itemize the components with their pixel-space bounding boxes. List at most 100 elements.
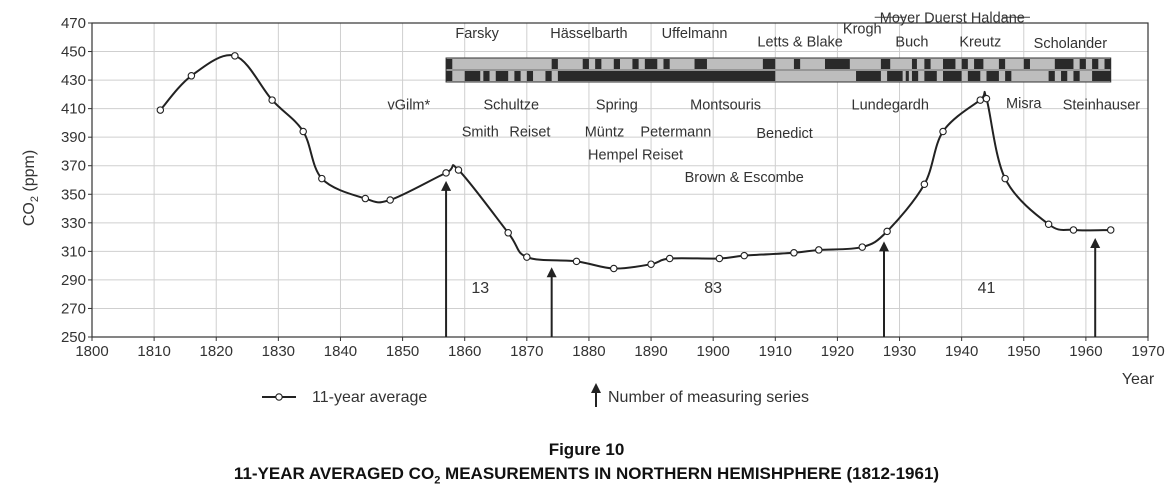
y-tick-label: 290 <box>61 272 86 289</box>
timeline-block-lower <box>446 71 453 81</box>
timeline-block-lower <box>887 71 903 81</box>
timeline-block-upper <box>446 59 453 69</box>
y-tick-label: 430 <box>61 72 86 89</box>
data-point <box>572 257 581 266</box>
data-point <box>740 251 748 260</box>
timeline-block-upper <box>595 59 602 69</box>
data-point <box>665 254 674 263</box>
researcher-label: Letts & Blake <box>757 35 842 51</box>
x-tick-label: 1830 <box>262 343 295 360</box>
data-point <box>982 94 991 103</box>
timeline-block-upper <box>663 59 670 69</box>
data-point <box>1044 220 1053 228</box>
timeline-block-lower <box>911 71 919 81</box>
timeline-block-lower <box>545 71 552 81</box>
data-point <box>318 174 326 183</box>
researcher-label: Lundegardh <box>852 97 929 113</box>
chart-grid <box>91 22 1149 338</box>
segment-count-label: 41 <box>978 280 996 297</box>
x-tick-label: 1810 <box>137 343 170 360</box>
measuring-series-arrow <box>1090 237 1101 337</box>
x-axis-label: Year <box>1122 371 1155 388</box>
measuring-series-arrow <box>546 267 557 337</box>
x-tick-label: 1870 <box>510 343 543 360</box>
legend: 11-year average Number of measuring seri… <box>262 383 809 407</box>
x-tick-label: 1950 <box>1007 343 1040 360</box>
researcher-label: Misra <box>1006 96 1042 112</box>
y-tick-label: 350 <box>61 186 86 203</box>
axis-ticks: 250 270 290 310 330 350 370 390 410 430 450 470 1800… <box>61 15 1165 360</box>
timeline-block-lower <box>1061 71 1068 81</box>
timeline-block-upper <box>1023 59 1030 69</box>
measuring-series-arrows <box>441 180 1101 337</box>
timeline-block-upper <box>911 59 917 69</box>
researcher-label: Hempel Reiset <box>588 147 683 163</box>
timeline-block-upper <box>632 59 639 69</box>
y-tick-label: 470 <box>61 15 86 32</box>
segment-count-label: 13 <box>471 280 489 297</box>
timeline-block-upper <box>1079 59 1086 69</box>
data-point <box>156 106 165 114</box>
y-tick-label: 370 <box>61 158 86 175</box>
timeline-block-lower <box>1005 71 1012 81</box>
timeline-block-lower <box>1092 71 1111 81</box>
measurement-timeline-bar <box>445 16 1112 83</box>
researcher-label: Petermann <box>640 124 711 140</box>
y-tick-label: 270 <box>61 300 86 317</box>
y-tick-label: 450 <box>61 44 86 61</box>
segment-count-label: 83 <box>704 280 722 297</box>
timeline-block-lower <box>986 71 999 81</box>
timeline-block-lower <box>483 71 490 81</box>
timeline-block-upper <box>694 59 707 69</box>
x-tick-label: 1800 <box>75 343 108 360</box>
timeline-block-lower <box>1073 71 1080 81</box>
data-point <box>1001 174 1009 183</box>
researcher-label: Montsouris <box>690 97 761 113</box>
x-tick-label: 1920 <box>821 343 854 360</box>
x-tick-label: 1970 <box>1131 343 1164 360</box>
researcher-label: Spring <box>596 97 638 113</box>
researcher-label: Buch <box>895 35 928 51</box>
y-tick-label: 250 <box>61 329 86 346</box>
x-tick-label: 1820 <box>200 343 233 360</box>
x-tick-label: 1910 <box>759 343 792 360</box>
researcher-label: Farsky <box>455 26 499 42</box>
timeline-block-lower <box>943 71 962 81</box>
timeline-block-upper <box>998 59 1006 69</box>
x-tick-label: 1850 <box>386 343 419 360</box>
timeline-block-upper <box>1054 59 1074 69</box>
timeline-block-upper <box>762 59 776 69</box>
data-point <box>442 169 450 177</box>
data-point <box>976 96 985 104</box>
timeline-block-upper <box>793 59 801 69</box>
segment-counts: 13 83 41 <box>471 280 995 297</box>
data-point <box>920 180 929 189</box>
timeline-block-lower <box>557 71 776 81</box>
researcher-label: Krogh <box>843 22 882 38</box>
researcher-label: Reiset <box>509 124 550 140</box>
timeline-block-upper <box>943 59 956 69</box>
researcher-label: Schultze <box>483 97 539 113</box>
data-point <box>1106 226 1115 234</box>
researcher-label: Smith <box>462 124 499 140</box>
y-tick-label: 390 <box>61 129 86 146</box>
data-point <box>361 194 370 203</box>
y-axis-label-subscript: 2 <box>29 196 41 202</box>
y-tick-label: 410 <box>61 101 86 118</box>
measuring-series-arrow <box>441 180 452 337</box>
data-point <box>647 260 655 268</box>
timeline-block-lower <box>905 71 909 81</box>
figure-number: Figure 10 <box>548 440 625 459</box>
data-point <box>1069 226 1078 234</box>
data-point <box>815 246 823 254</box>
x-tick-label: 1940 <box>945 343 978 360</box>
timeline-block-lower <box>924 71 937 81</box>
x-tick-label: 1890 <box>634 343 667 360</box>
timeline-block-lower <box>967 71 981 81</box>
timeline-block-upper <box>974 59 984 69</box>
figure-title: 11-YEAR AVERAGED CO2 MEASUREMENTS IN NOR… <box>233 464 940 487</box>
data-point <box>939 127 947 136</box>
legend-arrow-label: Number of measuring series <box>608 389 809 406</box>
data-point <box>790 249 798 257</box>
figure-title-subscript: 2 <box>434 474 441 487</box>
